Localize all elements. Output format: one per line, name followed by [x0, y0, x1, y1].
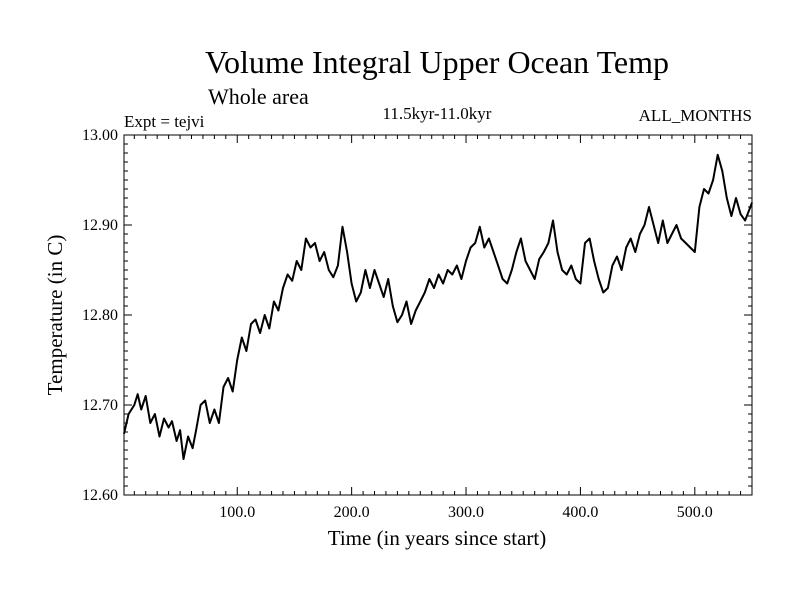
x-tick-label: 400.0 — [562, 504, 598, 521]
chart-subtitle: Whole area — [208, 84, 309, 109]
x-tick-label: 100.0 — [219, 504, 255, 521]
x-axis-label: Time (in years since start) — [328, 526, 547, 550]
y-axis-label: Temperature (in C) — [43, 235, 67, 396]
y-tick-label: 12.80 — [82, 307, 118, 324]
x-tick-label: 500.0 — [677, 504, 713, 521]
y-tick-label: 12.90 — [82, 217, 118, 234]
x-tick-label: 200.0 — [334, 504, 370, 521]
y-tick-label: 12.70 — [82, 397, 118, 414]
period-label: 11.5kyr-11.0kyr — [383, 104, 492, 123]
y-tick-labels: 12.60 12.70 12.80 12.90 13.00 — [82, 127, 118, 504]
plot-frame — [123, 134, 753, 496]
y-tick-label: 13.00 — [82, 127, 118, 144]
x-tick-labels: 100.0 200.0 300.0 400.0 500.0 — [219, 504, 713, 521]
chart-title: Volume Integral Upper Ocean Temp — [205, 44, 669, 80]
months-label: ALL_MONTHS — [639, 106, 752, 125]
axis-ticks — [124, 134, 753, 496]
y-tick-label: 12.60 — [82, 487, 118, 504]
experiment-label: Expt = tejvi — [124, 112, 205, 131]
series-line — [123, 153, 753, 460]
x-tick-label: 300.0 — [448, 504, 484, 521]
